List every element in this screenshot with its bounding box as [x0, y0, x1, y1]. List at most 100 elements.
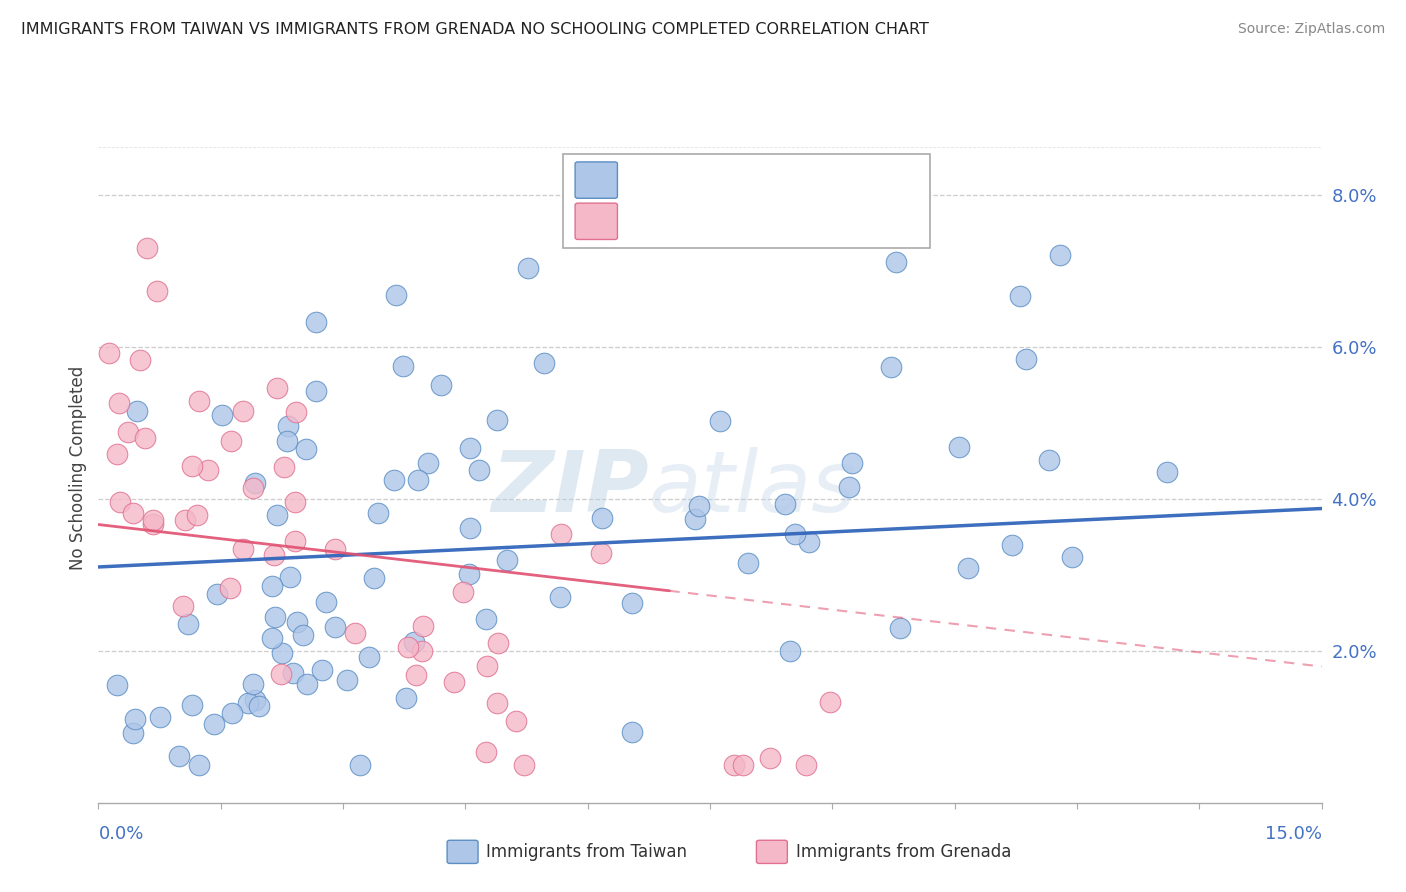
Text: N =: N =	[710, 212, 749, 230]
Point	[202, 717, 225, 731]
Point	[956, 561, 979, 575]
Point	[142, 517, 165, 532]
Point	[349, 757, 371, 772]
Point	[108, 495, 131, 509]
Point	[396, 640, 419, 655]
Point	[475, 612, 498, 626]
Point	[411, 643, 433, 657]
Point	[779, 644, 801, 658]
Point	[889, 621, 911, 635]
Point	[820, 695, 842, 709]
Point	[451, 585, 474, 599]
Point	[773, 497, 796, 511]
Point	[105, 447, 128, 461]
Point	[304, 384, 326, 398]
Point	[315, 595, 337, 609]
Point	[880, 360, 903, 375]
Point	[512, 757, 534, 772]
Point	[797, 534, 820, 549]
Point	[311, 663, 333, 677]
Text: IMMIGRANTS FROM TAIWAN VS IMMIGRANTS FROM GRENADA NO SCHOOLING COMPLETED CORRELA: IMMIGRANTS FROM TAIWAN VS IMMIGRANTS FRO…	[21, 22, 929, 37]
Point	[495, 553, 517, 567]
Point	[108, 396, 131, 410]
Point	[1062, 550, 1084, 565]
Text: 15.0%: 15.0%	[1264, 825, 1322, 843]
Point	[266, 382, 288, 396]
Text: Source: ZipAtlas.com: Source: ZipAtlas.com	[1237, 22, 1385, 37]
Point	[621, 725, 644, 739]
Point	[841, 456, 863, 470]
Point	[149, 709, 172, 723]
Point	[359, 649, 381, 664]
Point	[124, 712, 146, 726]
Point	[283, 666, 305, 681]
Y-axis label: No Schooling Completed: No Schooling Completed	[69, 367, 87, 570]
Point	[406, 474, 429, 488]
Point	[621, 597, 644, 611]
Point	[443, 675, 465, 690]
Text: 0.0%: 0.0%	[98, 825, 143, 843]
Point	[391, 359, 413, 373]
Point	[363, 571, 385, 585]
Point	[1001, 538, 1024, 552]
Point	[533, 356, 555, 370]
Point	[884, 255, 907, 269]
Point	[270, 646, 292, 660]
Point	[270, 667, 292, 681]
Point	[475, 745, 498, 759]
Point	[295, 677, 318, 691]
Point	[117, 425, 139, 439]
Point	[260, 578, 283, 592]
Text: 51: 51	[742, 212, 768, 230]
Point	[125, 404, 148, 418]
Text: R =: R =	[630, 171, 668, 189]
Point	[1015, 352, 1038, 367]
Point	[236, 696, 259, 710]
Point	[221, 434, 243, 448]
Point	[122, 726, 145, 740]
Point	[172, 599, 194, 613]
Point	[245, 693, 267, 707]
Point	[232, 542, 254, 557]
Point	[305, 315, 328, 329]
Text: Immigrants from Taiwan: Immigrants from Taiwan	[486, 843, 688, 861]
Point	[284, 495, 307, 509]
Point	[458, 442, 481, 456]
Point	[395, 691, 418, 706]
Point	[1156, 466, 1178, 480]
Point	[284, 533, 307, 548]
Point	[1038, 453, 1060, 467]
Text: R =: R =	[630, 212, 668, 230]
Text: atlas: atlas	[648, 447, 856, 530]
Point	[285, 405, 308, 419]
Point	[276, 434, 298, 448]
Point	[785, 526, 807, 541]
Point	[295, 442, 318, 456]
Point	[263, 548, 285, 562]
Point	[174, 513, 197, 527]
Point	[457, 566, 479, 581]
Point	[278, 570, 301, 584]
Point	[723, 757, 745, 772]
Text: Immigrants from Grenada: Immigrants from Grenada	[796, 843, 1011, 861]
Point	[325, 620, 347, 634]
Point	[128, 352, 150, 367]
Point	[1008, 289, 1031, 303]
Point	[683, 512, 706, 526]
Point	[180, 458, 202, 473]
Point	[242, 481, 264, 495]
Point	[412, 619, 434, 633]
Point	[467, 463, 489, 477]
Point	[276, 419, 298, 434]
Point	[243, 475, 266, 490]
Point	[262, 632, 284, 646]
Point	[838, 480, 860, 494]
Point	[218, 582, 240, 596]
Point	[367, 506, 389, 520]
Point	[516, 260, 538, 275]
Point	[266, 508, 288, 523]
Point	[98, 345, 121, 359]
Point	[187, 393, 209, 408]
Point	[323, 541, 346, 556]
Point	[197, 463, 219, 477]
